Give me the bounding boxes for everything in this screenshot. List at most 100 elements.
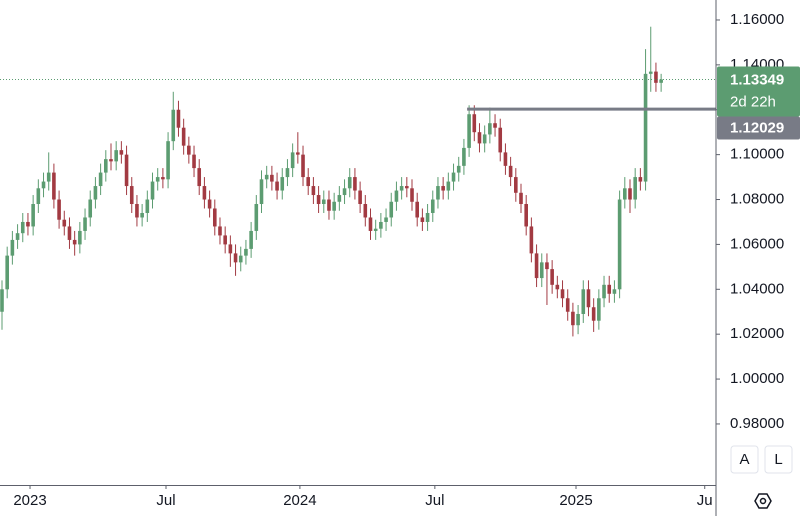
candle-body [62,219,67,227]
candle-body [119,150,124,155]
y-tick-label: 1.02000 [730,325,784,342]
candle-body [5,255,9,290]
candle-body [254,204,259,231]
candle-body [410,188,414,202]
candle-body [581,289,586,314]
candle-body [280,177,285,191]
x-tick-label: 2023 [13,492,46,509]
candle-body [155,177,160,182]
candle-body [249,230,253,249]
scale-button[interactable] [730,445,759,474]
candle-body [389,201,394,218]
settings-icon[interactable] [754,493,772,509]
candle-body [238,255,243,263]
candle-body [327,199,331,211]
candle-body [477,132,482,144]
candle-body [207,199,212,209]
candle-body [83,217,87,231]
candle-body [394,190,399,202]
candle-body [104,159,108,173]
candle-body [301,154,305,178]
candle-body [498,127,503,153]
candle-body [571,311,575,326]
y-tick-label: 1.06000 [730,235,784,252]
candle-body [353,177,357,191]
countdown-label: 2d 22h [730,93,776,110]
level-badge [717,116,800,140]
candle-body [623,188,627,200]
candle-body [363,204,368,218]
candle-body [270,174,274,182]
candle-body [124,154,129,187]
candle-body [358,190,362,205]
candle-body [654,71,658,83]
y-tick-label: 1.00000 [730,370,784,387]
candle-body [57,199,61,220]
candle-body [379,221,383,229]
candle-body [586,289,591,308]
candle-body [233,253,238,263]
x-tick-label: 2025 [559,492,592,509]
candle-body [197,168,202,187]
candle-body [109,159,113,162]
candle-body [67,226,72,240]
plot-area [0,26,716,337]
last-price-label: 1.13349 [730,71,784,88]
candle-body [212,208,217,227]
y-tick-label: 0.98000 [730,415,784,432]
y-tick-label: 1.08000 [730,190,784,207]
candle-body [545,262,549,270]
candle-body [285,168,290,178]
scale-button-label[interactable]: L [774,451,782,468]
level-label: 1.12029 [730,119,784,136]
candle-body [420,217,425,222]
candle-body [181,127,186,146]
candle-body [36,188,41,205]
candle-body [176,109,181,128]
candle-body [472,114,477,133]
candle-body [384,217,388,222]
candle-body [145,199,150,213]
candle-body [228,244,233,254]
candle-body [446,181,451,191]
candle-body [311,186,316,196]
candle-body [332,201,336,211]
candle-body [72,239,77,245]
candle-body [555,284,560,290]
candle-body [415,201,419,218]
x-tick-label: Jul [156,492,175,509]
x-tick-label: 2024 [283,492,316,509]
candle-body [26,221,30,227]
settings-icon-center [759,497,767,505]
candle-body [316,195,321,205]
candle-body [10,239,15,256]
candle-body [15,233,20,240]
candle-body [306,177,311,187]
scale-button-label[interactable]: A [739,451,749,468]
candle-body [550,269,554,285]
candle-body [347,177,352,189]
candle-body [0,289,4,312]
candle-body [565,298,570,312]
candle-body [456,165,461,173]
candle-body [514,177,518,193]
candle-body [539,262,544,279]
scale-button[interactable] [764,445,793,474]
candle-body [187,145,191,155]
last-price-badge [717,66,800,117]
settings-button[interactable] [754,493,772,509]
candle-body [264,174,269,180]
x-tick-label: Ju [697,492,713,509]
candle-body [430,199,435,213]
candle-body [171,109,176,142]
candle-body [41,181,46,189]
candle-body [129,186,134,205]
candle-body [482,134,487,144]
x-tick-label: Jul [425,492,444,509]
candle-body [519,192,523,205]
candle-body [612,289,617,294]
candle-body [441,186,445,191]
candle-body [93,186,98,200]
y-tick-label: 1.16000 [730,11,784,28]
candle-body [425,212,430,222]
